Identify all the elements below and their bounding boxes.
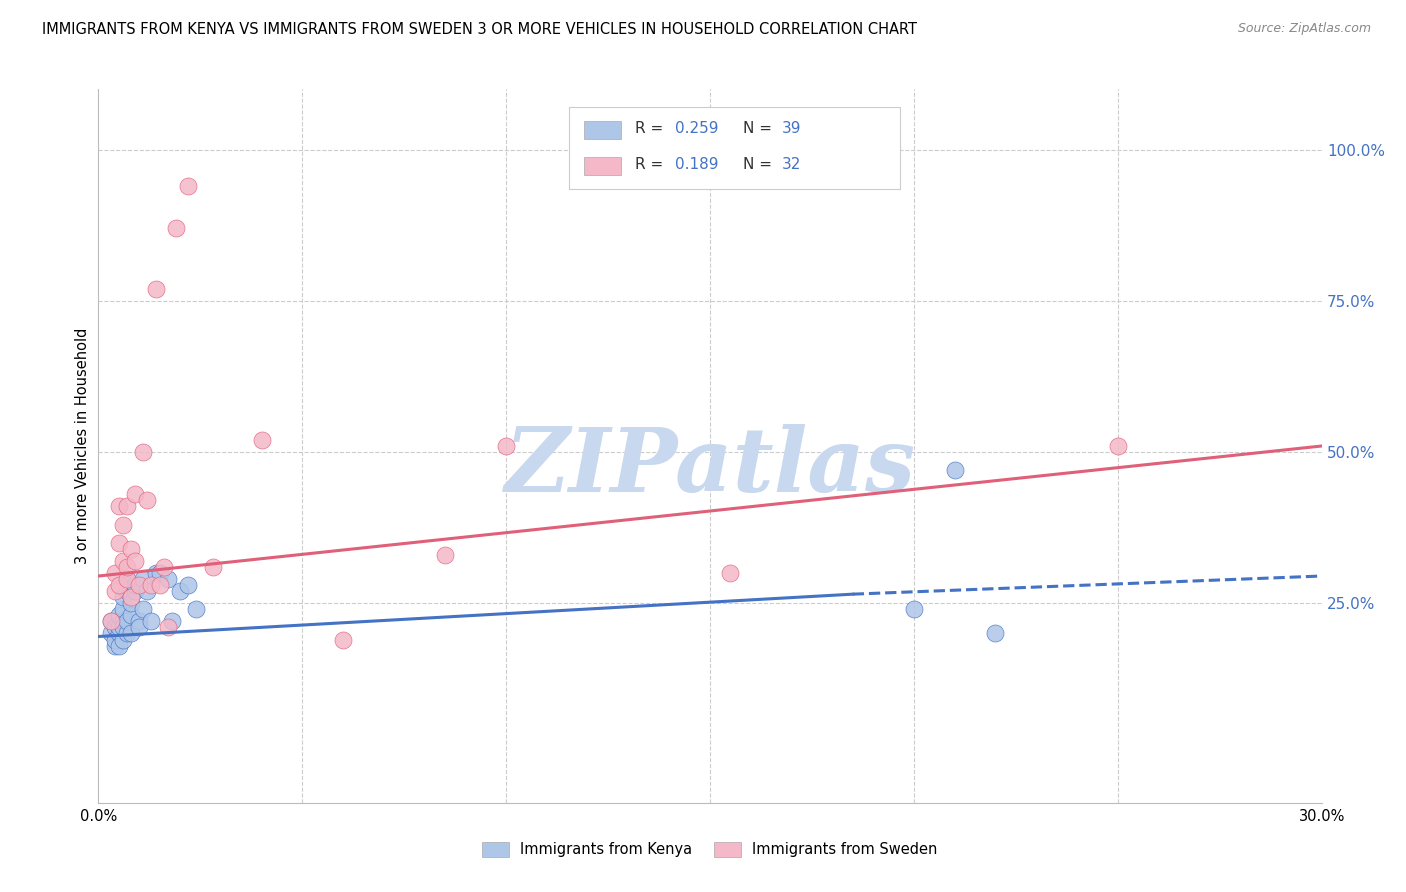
Point bbox=[128, 615, 150, 629]
Point bbox=[1107, 439, 1129, 453]
Point bbox=[250, 433, 273, 447]
Point bbox=[434, 548, 457, 562]
Point bbox=[128, 578, 150, 592]
Point bbox=[111, 554, 134, 568]
Point bbox=[141, 578, 163, 592]
Point bbox=[495, 439, 517, 453]
Text: IMMIGRANTS FROM KENYA VS IMMIGRANTS FROM SWEDEN 3 OR MORE VEHICLES IN HOUSEHOLD : IMMIGRANTS FROM KENYA VS IMMIGRANTS FROM… bbox=[42, 22, 917, 37]
Point bbox=[104, 566, 127, 580]
Point bbox=[104, 584, 127, 599]
Point bbox=[186, 602, 208, 616]
FancyBboxPatch shape bbox=[583, 157, 620, 175]
Point bbox=[108, 626, 131, 640]
Point bbox=[169, 584, 191, 599]
Point bbox=[132, 602, 155, 616]
Legend: Immigrants from Kenya, Immigrants from Sweden: Immigrants from Kenya, Immigrants from S… bbox=[477, 836, 943, 863]
Point bbox=[136, 493, 159, 508]
Point bbox=[160, 615, 183, 629]
Point bbox=[115, 572, 138, 586]
Point bbox=[156, 572, 179, 586]
Point bbox=[111, 517, 134, 532]
Point bbox=[984, 626, 1007, 640]
Point bbox=[108, 500, 131, 514]
Point bbox=[124, 578, 146, 592]
Text: R =: R = bbox=[636, 157, 668, 171]
Point bbox=[124, 584, 146, 599]
Point bbox=[201, 560, 224, 574]
Point bbox=[332, 632, 354, 647]
Point bbox=[141, 615, 163, 629]
Point bbox=[108, 620, 131, 634]
Text: 39: 39 bbox=[782, 121, 801, 136]
Point bbox=[120, 541, 142, 556]
Point bbox=[100, 615, 122, 629]
Point bbox=[115, 500, 138, 514]
Text: 0.0%: 0.0% bbox=[80, 809, 117, 824]
Point bbox=[108, 535, 131, 549]
Point bbox=[108, 578, 131, 592]
Point bbox=[132, 572, 155, 586]
Point bbox=[124, 554, 146, 568]
Point bbox=[115, 615, 138, 629]
Point bbox=[120, 608, 142, 623]
Point bbox=[108, 639, 131, 653]
Point bbox=[145, 282, 167, 296]
Point bbox=[100, 615, 122, 629]
Point bbox=[720, 566, 742, 580]
FancyBboxPatch shape bbox=[583, 121, 620, 139]
Point bbox=[149, 578, 172, 592]
Point bbox=[120, 590, 142, 604]
Point bbox=[115, 560, 138, 574]
Point bbox=[111, 632, 134, 647]
Point bbox=[145, 566, 167, 580]
Point bbox=[100, 626, 122, 640]
Point bbox=[903, 602, 925, 616]
Y-axis label: 3 or more Vehicles in Household: 3 or more Vehicles in Household bbox=[75, 328, 90, 564]
Point bbox=[136, 584, 159, 599]
Point bbox=[120, 626, 142, 640]
Point bbox=[104, 632, 127, 647]
Point bbox=[124, 487, 146, 501]
Text: 32: 32 bbox=[782, 157, 801, 171]
Text: 0.189: 0.189 bbox=[675, 157, 718, 171]
Point bbox=[177, 578, 200, 592]
Text: Source: ZipAtlas.com: Source: ZipAtlas.com bbox=[1237, 22, 1371, 36]
Point bbox=[104, 639, 127, 653]
Point bbox=[108, 608, 131, 623]
Point bbox=[111, 620, 134, 634]
Point bbox=[943, 463, 966, 477]
Point bbox=[128, 620, 150, 634]
Text: N =: N = bbox=[742, 121, 778, 136]
Text: 0.259: 0.259 bbox=[675, 121, 718, 136]
Point bbox=[149, 566, 172, 580]
Point bbox=[152, 560, 174, 574]
Point bbox=[111, 590, 134, 604]
Point bbox=[111, 615, 134, 629]
Text: 30.0%: 30.0% bbox=[1299, 809, 1344, 824]
Text: R =: R = bbox=[636, 121, 668, 136]
Point bbox=[115, 584, 138, 599]
Point bbox=[120, 596, 142, 610]
Point bbox=[111, 602, 134, 616]
Text: ZIPatlas: ZIPatlas bbox=[505, 425, 915, 510]
Point bbox=[115, 572, 138, 586]
Point bbox=[156, 620, 179, 634]
Point bbox=[115, 626, 138, 640]
Point bbox=[132, 445, 155, 459]
FancyBboxPatch shape bbox=[569, 107, 900, 189]
Point bbox=[165, 221, 187, 235]
Text: N =: N = bbox=[742, 157, 778, 171]
Point bbox=[104, 620, 127, 634]
Point bbox=[177, 178, 200, 193]
